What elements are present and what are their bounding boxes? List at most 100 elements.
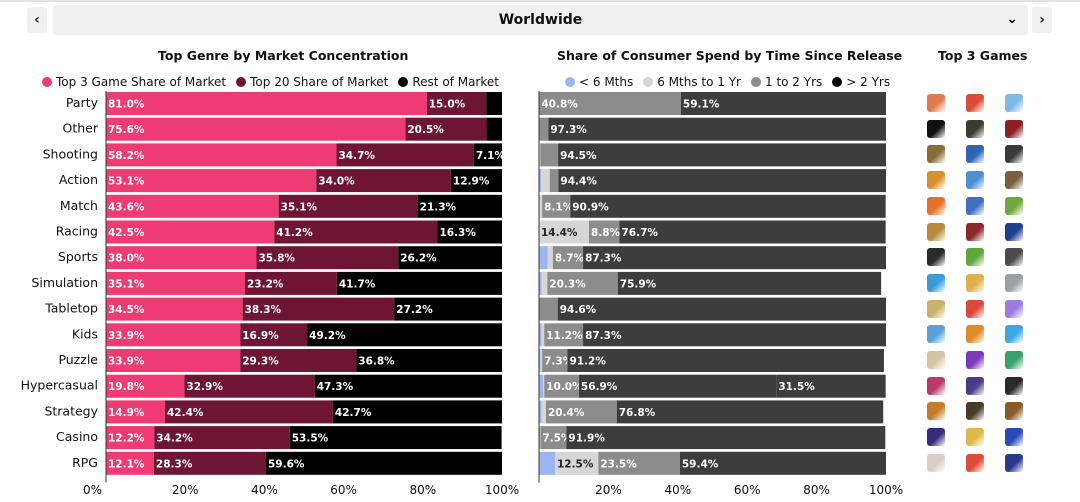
- data-label: 8.1%: [544, 201, 574, 213]
- game-icon[interactable]: [966, 453, 984, 472]
- x-tick-label: 80%: [409, 483, 436, 497]
- bar-segment: [106, 323, 241, 347]
- game-icon[interactable]: [1005, 273, 1023, 292]
- bar-segment: [486, 117, 502, 141]
- bar-segment: [541, 271, 548, 295]
- game-icon[interactable]: [927, 273, 945, 292]
- data-label: 34.7%: [338, 150, 375, 162]
- bar-segment: [153, 451, 266, 475]
- data-label: 76.8%: [619, 407, 656, 419]
- game-icon[interactable]: [1005, 325, 1023, 344]
- data-label: 94.5%: [560, 150, 597, 162]
- game-icon[interactable]: [927, 222, 945, 241]
- data-label: 58.2%: [108, 150, 145, 162]
- game-icon[interactable]: [966, 248, 984, 267]
- game-icon[interactable]: [1005, 196, 1023, 215]
- bar-segment: [567, 349, 884, 372]
- legend-item-gt2y: > 2 Yrs: [832, 75, 890, 89]
- region-dropdown[interactable]: Worldwide ⌄: [53, 5, 1028, 35]
- data-label: 35.8%: [258, 253, 295, 265]
- bar-segment: [417, 194, 502, 218]
- game-icon[interactable]: [966, 351, 984, 369]
- bar-segment: [316, 169, 451, 193]
- data-label: 32.9%: [186, 381, 223, 393]
- game-icon[interactable]: [927, 94, 945, 112]
- bar-segment: [314, 374, 502, 398]
- game-icon[interactable]: [966, 196, 984, 215]
- x-tick-label: 0%: [83, 483, 102, 497]
- game-icon[interactable]: [1005, 94, 1023, 112]
- data-label: 41.7%: [339, 278, 376, 290]
- bar-segment: [398, 246, 502, 270]
- category-label: Racing: [56, 224, 98, 239]
- bar-segment: [539, 92, 681, 115]
- game-icon[interactable]: [1005, 402, 1023, 421]
- game-icon[interactable]: [966, 94, 984, 112]
- game-icon[interactable]: [966, 119, 984, 138]
- game-icon[interactable]: [966, 402, 984, 421]
- bar-segment: [539, 117, 549, 141]
- game-icon[interactable]: [927, 402, 945, 421]
- game-icon[interactable]: [1005, 376, 1023, 395]
- category-label: Casino: [56, 429, 98, 444]
- game-icon[interactable]: [1005, 171, 1023, 190]
- game-icon[interactable]: [927, 299, 945, 318]
- bar-segment: [106, 92, 427, 115]
- category-label: Tabletop: [44, 301, 98, 316]
- bar-segment: [616, 400, 884, 424]
- legend-swatch: [751, 77, 761, 87]
- legend-item-top3: Top 3 Game Share of Market: [42, 75, 226, 89]
- bar-segment: [242, 297, 395, 321]
- legend-swatch: [643, 77, 654, 87]
- game-icon[interactable]: [927, 171, 945, 190]
- data-label: 12.2%: [108, 433, 145, 445]
- game-icon[interactable]: [927, 145, 945, 164]
- game-icon[interactable]: [927, 248, 945, 267]
- game-icon[interactable]: [1005, 248, 1023, 267]
- game-icon[interactable]: [966, 171, 984, 190]
- game-icon[interactable]: [966, 428, 984, 447]
- game-icon[interactable]: [1005, 453, 1023, 472]
- game-icon[interactable]: [966, 376, 984, 395]
- game-icon[interactable]: [1005, 145, 1023, 164]
- game-icon[interactable]: [1005, 428, 1023, 447]
- data-label: 15.0%: [429, 99, 466, 111]
- category-label: RPG: [72, 455, 98, 470]
- data-label: 97.3%: [550, 124, 587, 136]
- game-icon[interactable]: [966, 145, 984, 164]
- game-icon[interactable]: [1005, 222, 1023, 241]
- data-label: 40.8%: [541, 99, 578, 111]
- bar-segment: [542, 349, 568, 372]
- data-label: 35.1%: [281, 201, 318, 213]
- previous-button[interactable]: ‹: [27, 7, 47, 33]
- game-icon[interactable]: [1005, 351, 1023, 369]
- game-icon[interactable]: [966, 325, 984, 344]
- game-icon[interactable]: [927, 428, 945, 447]
- data-label: 43.6%: [108, 201, 145, 213]
- bar-segment: [539, 426, 541, 450]
- genre-legend: Top 3 Game Share of Market Top 20 Share …: [42, 74, 509, 90]
- data-label: 23.2%: [247, 278, 284, 290]
- game-icon[interactable]: [966, 222, 984, 241]
- game-icon[interactable]: [966, 299, 984, 318]
- top-games-title: Top 3 Games: [938, 48, 1028, 63]
- game-icon[interactable]: [966, 273, 984, 292]
- game-icon[interactable]: [927, 325, 945, 344]
- next-button[interactable]: ›: [1032, 7, 1052, 33]
- game-icon[interactable]: [927, 196, 945, 215]
- bar-segment: [426, 92, 487, 115]
- game-icon[interactable]: [927, 453, 945, 472]
- game-icon[interactable]: [927, 351, 945, 369]
- game-icon[interactable]: [1005, 299, 1023, 318]
- data-label: 12.5%: [557, 458, 594, 470]
- game-icon[interactable]: [1005, 119, 1023, 138]
- data-label: 27.2%: [396, 304, 433, 316]
- category-label: Shooting: [43, 146, 98, 161]
- game-icon[interactable]: [927, 119, 945, 138]
- bar-segment: [554, 451, 599, 475]
- data-label: 90.9%: [572, 201, 609, 213]
- x-tick-label: 20%: [595, 483, 622, 497]
- genre-chart-title: Top Genre by Market Concentration: [158, 48, 409, 63]
- data-label: 7.5%: [542, 433, 572, 445]
- game-icon[interactable]: [927, 376, 945, 395]
